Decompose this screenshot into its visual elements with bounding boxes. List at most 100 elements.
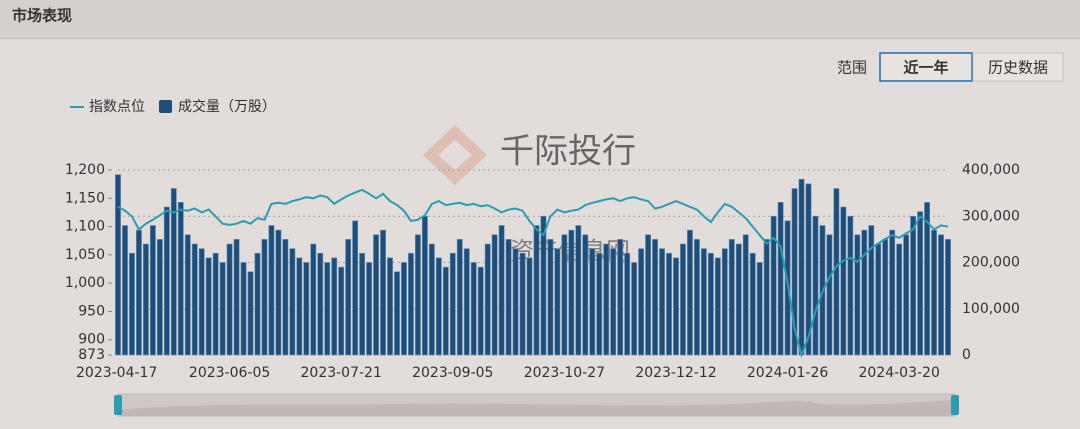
bar [917, 211, 924, 356]
bar [177, 202, 184, 356]
bar [833, 188, 840, 356]
y-tick-label: 1,150 [65, 190, 105, 206]
bar [205, 257, 212, 356]
bar [163, 206, 170, 356]
y-tick-label: 900 [78, 332, 105, 348]
bar [129, 252, 135, 356]
bar [380, 229, 386, 356]
bar [582, 234, 589, 356]
legend-swatch [159, 100, 172, 113]
button-history-label[interactable]: 历史数据 [988, 59, 1048, 77]
bar [449, 252, 456, 356]
zoom-handle-right[interactable] [951, 395, 959, 415]
bar [247, 271, 254, 356]
bar [938, 234, 944, 356]
bar [882, 239, 889, 356]
bar [791, 188, 798, 356]
x-tick-label: 2023-06-05 [189, 365, 270, 381]
bar [694, 239, 700, 356]
x-tick-label: 2024-01-26 [747, 365, 828, 381]
button-one-year[interactable] [879, 52, 973, 82]
bar [240, 262, 247, 356]
bar [889, 229, 896, 356]
bar [491, 234, 498, 356]
bar [561, 234, 568, 356]
y2-tick-label: 300,000 [962, 208, 1020, 224]
bar [756, 262, 763, 356]
bar [687, 229, 693, 356]
bar [387, 257, 393, 356]
bar [338, 266, 345, 356]
header-bar [0, 0, 1080, 38]
bar [115, 174, 121, 356]
bar [721, 248, 728, 356]
bar [554, 248, 561, 356]
bar [610, 248, 617, 356]
button-history[interactable] [972, 52, 1064, 82]
bar [463, 248, 470, 356]
bar [603, 243, 610, 356]
zoom-handle-left[interactable] [114, 395, 122, 415]
bar [652, 239, 658, 356]
bar [854, 234, 861, 356]
bar [861, 229, 868, 356]
bar [742, 234, 749, 356]
y2-tick-label: 100,000 [962, 301, 1020, 317]
bar-series [115, 174, 951, 356]
bar [226, 243, 233, 356]
bar [191, 243, 198, 356]
bar [763, 239, 770, 356]
bar [700, 248, 707, 356]
bar [219, 262, 226, 356]
bar [149, 225, 156, 356]
bar [428, 243, 435, 356]
bar [268, 225, 275, 356]
x-tick-label: 2023-12-12 [635, 365, 716, 381]
x-tick-label: 2024-03-20 [858, 365, 939, 381]
bar [289, 248, 296, 356]
bar [638, 248, 645, 356]
y-tick-label: 1,200 [65, 162, 105, 178]
bar [394, 271, 400, 356]
y-tick-label: 1,050 [65, 247, 105, 263]
x-tick-label: 2023-10-27 [524, 365, 605, 381]
watermark-text: 千际投行 [500, 132, 636, 172]
bar [296, 257, 303, 356]
bar [805, 183, 812, 356]
bar [373, 234, 379, 356]
bar [673, 257, 679, 356]
bar [233, 239, 240, 356]
bar [324, 262, 331, 356]
bar [142, 243, 149, 356]
bar [261, 239, 268, 356]
header-title: 市场表现 [12, 7, 72, 25]
x-tick-label: 2023-07-21 [301, 365, 382, 381]
bar [310, 243, 317, 356]
bar [777, 202, 784, 356]
bar [415, 234, 421, 356]
bar [136, 229, 142, 356]
button-one-year-label[interactable]: 近一年 [903, 59, 948, 77]
bar [421, 215, 428, 356]
bar [798, 178, 805, 356]
bar [645, 234, 651, 356]
bar [366, 262, 372, 356]
bar [659, 248, 665, 356]
bar [568, 229, 575, 356]
y-tick-label: 1,100 [65, 219, 105, 235]
bar [596, 252, 603, 356]
y2-tick-label: 0 [962, 347, 971, 363]
y-tick-label: 950 [78, 303, 105, 319]
y2-tick-label: 400,000 [962, 162, 1020, 178]
x-tick-label: 2023-04-17 [76, 365, 157, 381]
bar [303, 262, 310, 356]
bar [910, 215, 917, 356]
bar [868, 225, 875, 356]
bar [170, 188, 177, 356]
bar [456, 239, 463, 356]
bar [666, 252, 672, 356]
bar [896, 243, 903, 356]
bar [945, 239, 951, 356]
